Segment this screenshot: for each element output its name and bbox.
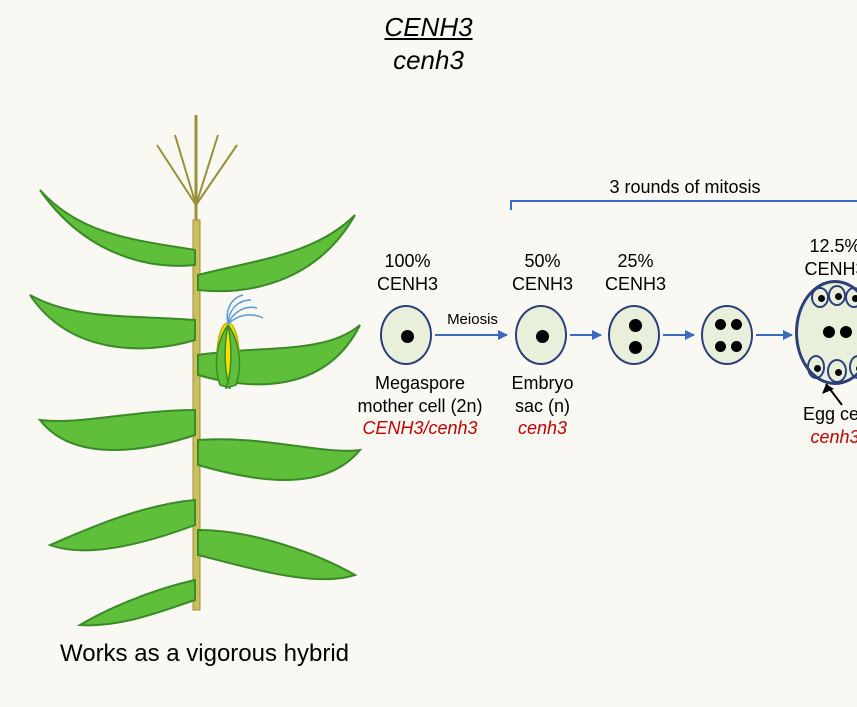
cell-sequence-overlay	[365, 200, 855, 480]
title-block: CENH3 cenh3	[0, 12, 857, 76]
title-mutant: cenh3	[0, 45, 857, 76]
maize-plant-illustration	[25, 90, 365, 630]
title-wildtype: CENH3	[0, 12, 857, 43]
mitosis-label: 3 rounds of mitosis	[555, 176, 815, 199]
caption-text: Works as a vigorous hybrid	[60, 640, 349, 668]
